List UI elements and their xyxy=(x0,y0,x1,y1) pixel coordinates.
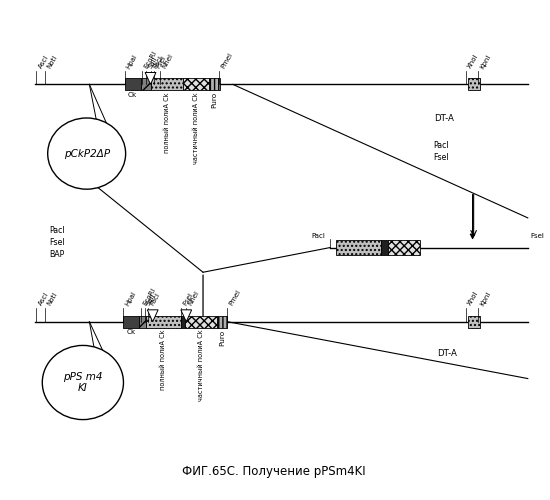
Text: Ck: Ck xyxy=(126,329,136,335)
Circle shape xyxy=(48,118,125,189)
Text: DT-A: DT-A xyxy=(434,114,454,123)
Text: частичный полиА Ck: частичный полиА Ck xyxy=(198,330,204,401)
Text: DT-A: DT-A xyxy=(437,349,456,358)
Bar xyxy=(123,316,139,328)
Text: HpaI: HpaI xyxy=(124,290,137,307)
Text: NheI: NheI xyxy=(188,290,201,307)
Text: AscI: AscI xyxy=(37,292,50,307)
Bar xyxy=(217,316,227,328)
Bar xyxy=(139,316,146,328)
Text: PacI: PacI xyxy=(150,292,162,307)
Text: PacI
FseI: PacI FseI xyxy=(433,141,449,162)
Bar xyxy=(336,240,381,254)
Text: FseI: FseI xyxy=(183,292,195,307)
Bar xyxy=(124,78,141,90)
Text: PacI: PacI xyxy=(311,232,325,238)
Text: pPS m4
KI: pPS m4 KI xyxy=(63,372,103,394)
Text: полный полиА Ck: полный полиА Ck xyxy=(164,92,170,153)
Text: ФИГ.65С. Получение pPSm4KI: ФИГ.65С. Получение pPSm4KI xyxy=(182,466,365,478)
Text: Puro: Puro xyxy=(219,330,225,345)
Bar xyxy=(185,316,217,328)
Bar xyxy=(146,316,181,328)
Bar xyxy=(141,78,151,90)
Text: KpnI: KpnI xyxy=(479,290,492,307)
Text: EcoRI: EcoRI xyxy=(142,287,157,307)
Bar xyxy=(183,78,209,90)
Text: PmeI: PmeI xyxy=(221,52,234,70)
Bar xyxy=(151,78,183,90)
Text: частичный полиА Ck: частичный полиА Ck xyxy=(193,92,199,164)
Bar xyxy=(181,316,185,328)
Polygon shape xyxy=(145,72,156,85)
Text: EcoRI: EcoRI xyxy=(144,50,158,70)
Text: NotI: NotI xyxy=(46,54,58,70)
Text: FseI: FseI xyxy=(530,232,544,238)
Bar xyxy=(468,78,480,90)
Text: AscI: AscI xyxy=(37,54,50,70)
Polygon shape xyxy=(181,310,191,322)
Text: полный полиА Ck: полный полиА Ck xyxy=(160,330,166,390)
Bar xyxy=(468,316,480,328)
Text: XhoI: XhoI xyxy=(466,290,480,307)
Text: NotI: NotI xyxy=(46,292,58,307)
Text: Ck: Ck xyxy=(128,92,138,98)
Text: XhoI: XhoI xyxy=(466,53,480,70)
Text: HpaI: HpaI xyxy=(125,53,139,70)
Text: FseI: FseI xyxy=(156,54,168,70)
Text: pCkP2ΔP: pCkP2ΔP xyxy=(64,148,110,158)
Circle shape xyxy=(42,346,123,420)
Text: Puro: Puro xyxy=(211,92,217,108)
Bar xyxy=(388,240,420,254)
Bar xyxy=(209,78,220,90)
Polygon shape xyxy=(147,310,158,322)
Bar xyxy=(381,240,388,254)
Text: PacI: PacI xyxy=(152,54,164,70)
Text: PmeI: PmeI xyxy=(228,289,242,307)
Text: SalI: SalI xyxy=(146,293,157,307)
Text: PacI
FseI
BAP: PacI FseI BAP xyxy=(49,226,64,259)
Text: SalI: SalI xyxy=(147,56,159,70)
Text: KpnI: KpnI xyxy=(479,53,492,70)
Text: NheI: NheI xyxy=(161,52,174,70)
